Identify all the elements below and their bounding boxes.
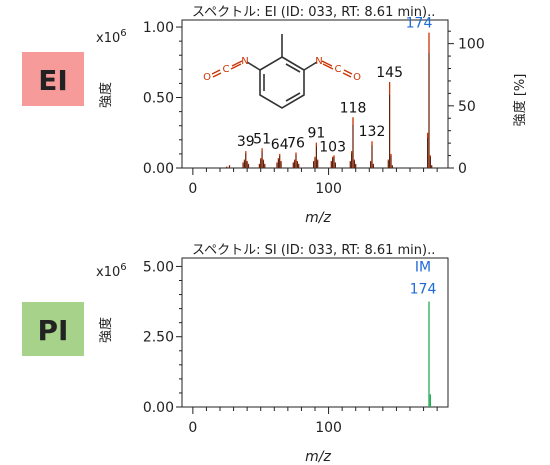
- ei-peak-label: 103: [319, 140, 346, 156]
- ei-peak-label: 118: [340, 100, 367, 116]
- svg-text:O: O: [203, 72, 211, 83]
- ei-y2-tick-label: 0: [458, 161, 467, 177]
- pi-y-tick-label: 0.00: [143, 400, 174, 416]
- ei-peak-label: 76: [287, 135, 305, 151]
- molecule-structure: [246, 34, 318, 109]
- ei-x-axis-label: m/z: [305, 210, 331, 226]
- ei-badge: [22, 52, 84, 106]
- pi-title: スペクトル: SI (ID: 033, RT: 8.61 min)..: [192, 243, 435, 258]
- ei-y-tick-label: 1.00: [143, 20, 174, 36]
- molecule-atom-labels: N C O N C O: [203, 56, 361, 83]
- pi-plot-frame: [181, 257, 449, 408]
- ei-y-tick-label: 0.00: [143, 161, 174, 177]
- svg-text:O: O: [353, 72, 361, 83]
- ei-peak-label: 145: [376, 65, 403, 81]
- pi-y-scale: x106: [96, 262, 127, 280]
- ei-y2-tick-label: 50: [458, 99, 476, 115]
- pi-badge: [22, 302, 84, 356]
- ei-peak-label: 174: [406, 16, 433, 32]
- pi-x-axis-label: m/z: [305, 449, 331, 465]
- ei-plot-frame: [181, 19, 449, 169]
- pi-peak-label: IM: [415, 260, 431, 276]
- ei-peak-label: 64: [271, 137, 289, 153]
- pi-y-axis-label: 強度: [98, 317, 114, 343]
- ei-badge-label: EI: [38, 64, 68, 97]
- ei-title: スペクトル: EI (ID: 033, RT: 8.61 min)..: [192, 5, 435, 20]
- svg-text:C: C: [335, 64, 342, 75]
- pi-y-tick-label: 2.50: [143, 330, 174, 346]
- pi-badge-label: PI: [38, 314, 69, 347]
- ei-peak-label: 39: [237, 134, 255, 150]
- svg-text:N: N: [241, 56, 248, 67]
- svg-text:C: C: [223, 64, 230, 75]
- molecule-isocyanate-groups: [211, 60, 353, 78]
- pi-peak-label: 174: [410, 282, 437, 298]
- svg-text:N: N: [315, 56, 322, 67]
- ei-y-tick-label: 0.50: [143, 91, 174, 107]
- ei-y2-tick-label: 100: [458, 37, 485, 53]
- pi-x-tick-label: 0: [188, 420, 197, 436]
- ei-y2-axis-label: 強度 [%]: [512, 74, 528, 127]
- pi-x-tick-label: 100: [315, 420, 342, 436]
- ei-peak-label: 91: [307, 126, 325, 142]
- ei-peak-label: 132: [359, 124, 386, 140]
- ei-x-tick-label: 100: [315, 181, 342, 197]
- ei-peak-label: 51: [253, 131, 271, 147]
- ei-y-scale: x106: [96, 28, 127, 46]
- ei-x-tick-label: 0: [188, 181, 197, 197]
- ei-y-axis-label: 強度: [98, 82, 114, 108]
- pi-y-tick-label: 5.00: [143, 259, 174, 275]
